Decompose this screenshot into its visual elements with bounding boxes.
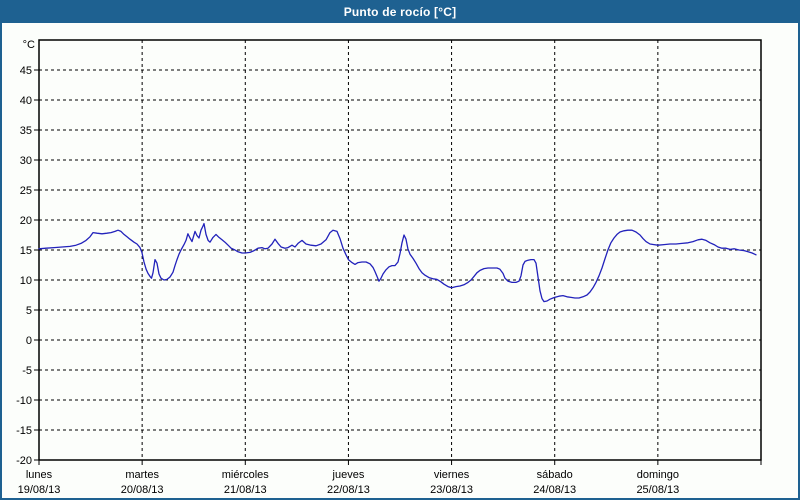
y-axis-unit-label: °C [23,39,35,51]
y-tick-label: 30 [20,155,32,167]
y-grid [34,69,761,461]
y-tick-label: 5 [26,305,32,317]
x-day-date: 23/08/13 [430,484,473,496]
y-tick-label: 20 [20,215,32,227]
y-tick-label: 10 [20,275,32,287]
y-tick-label: 45 [20,65,32,77]
x-day-date: 20/08/13 [121,484,164,496]
x-day-date: 19/08/13 [18,484,61,496]
title-bar: Punto de rocío [°C] [2,2,798,23]
y-tick-label: -15 [16,425,32,437]
chart-plot: 45 40 35 30 25 20 15 10 5 0 -5 -10 -15 -20 °C lunes 19/0… [16,39,762,496]
chart-title: Punto de rocío [°C] [343,5,457,19]
plot-border [38,39,762,461]
x-day-name: jueves [332,469,365,481]
y-tick-label: 40 [20,95,32,107]
x-day-name: martes [125,469,159,481]
x-day-date: 21/08/13 [224,484,267,496]
x-grid [38,40,762,465]
y-tick-label: 35 [20,125,32,137]
y-tick-label: 0 [26,335,32,347]
dewpoint-line [38,222,757,303]
y-tick-label: -5 [22,365,32,377]
x-day-name: lunes [26,469,53,481]
x-day-name: miércoles [222,469,270,481]
y-tick-label: -20 [16,455,32,467]
x-day-name: viernes [434,469,470,481]
x-day-date: 25/08/13 [636,484,679,496]
y-tick-label: 25 [20,185,32,197]
x-day-name: domingo [637,469,679,481]
x-day-name: sábado [537,469,573,481]
y-tick-label: 15 [20,245,32,257]
y-tick-labels: 45 40 35 30 25 20 15 10 5 0 -5 -10 -15 -20 [16,65,32,467]
x-day-labels: lunes 19/08/13 martes 20/08/13 miércoles 21/0… [18,469,680,496]
x-day-date: 22/08/13 [327,484,370,496]
y-tick-label: -10 [16,395,32,407]
x-day-date: 24/08/13 [533,484,576,496]
